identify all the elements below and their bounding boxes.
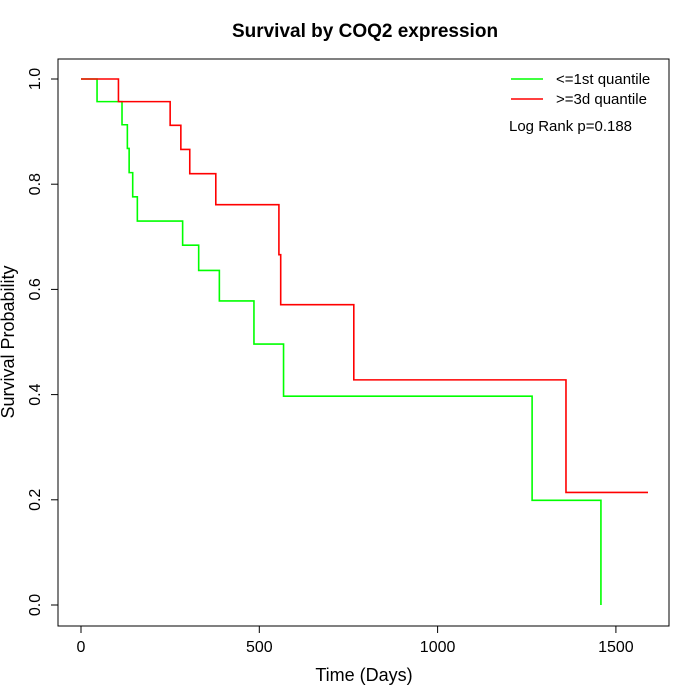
series-line-2 <box>81 78 648 494</box>
series-line-1 <box>81 78 602 605</box>
x-tick-label: 500 <box>246 639 273 656</box>
x-tick-label: 1000 <box>420 639 456 656</box>
x-tick-label: 0 <box>77 639 86 656</box>
y-tick-label: 1.0 <box>27 68 44 90</box>
y-tick-label: 0.0 <box>27 594 44 616</box>
y-tick-label: 0.2 <box>27 489 44 511</box>
x-axis: 0 500 1000 1500 <box>77 625 634 656</box>
legend-label-1: <=1st quantile <box>556 71 650 88</box>
x-axis-label: Time (Days) <box>315 665 412 685</box>
legend-label-2: >=3d quantile <box>556 91 647 108</box>
legend: <=1st quantile >=3d quantile <box>511 71 650 108</box>
x-tick-label: 1500 <box>598 639 634 656</box>
y-tick-label: 0.8 <box>27 173 44 195</box>
y-axis-label: Survival Probability <box>0 265 18 418</box>
y-axis: 0.0 0.2 0.4 0.6 0.8 1.0 <box>27 68 59 616</box>
y-tick-label: 0.4 <box>27 383 44 405</box>
log-rank-annotation: Log Rank p=0.188 <box>509 118 632 135</box>
chart-title: Survival by COQ2 expression <box>232 21 498 42</box>
series-layer <box>81 78 648 605</box>
y-tick-label: 0.6 <box>27 278 44 300</box>
